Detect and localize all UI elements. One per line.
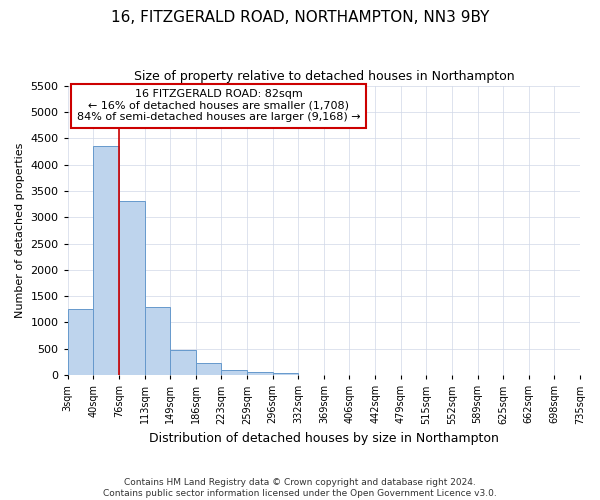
X-axis label: Distribution of detached houses by size in Northampton: Distribution of detached houses by size … bbox=[149, 432, 499, 445]
Bar bbox=[119, 202, 145, 375]
Title: Size of property relative to detached houses in Northampton: Size of property relative to detached ho… bbox=[134, 70, 514, 83]
Bar bbox=[145, 306, 170, 375]
Bar bbox=[221, 370, 247, 375]
Bar bbox=[196, 363, 221, 375]
Text: Contains HM Land Registry data © Crown copyright and database right 2024.
Contai: Contains HM Land Registry data © Crown c… bbox=[103, 478, 497, 498]
Y-axis label: Number of detached properties: Number of detached properties bbox=[15, 142, 25, 318]
Text: 16, FITZGERALD ROAD, NORTHAMPTON, NN3 9BY: 16, FITZGERALD ROAD, NORTHAMPTON, NN3 9B… bbox=[111, 10, 489, 25]
Bar bbox=[94, 146, 119, 375]
Bar bbox=[68, 309, 94, 375]
Bar bbox=[272, 372, 298, 375]
Bar bbox=[170, 350, 196, 375]
Bar bbox=[247, 372, 272, 375]
Text: 16 FITZGERALD ROAD: 82sqm
← 16% of detached houses are smaller (1,708)
84% of se: 16 FITZGERALD ROAD: 82sqm ← 16% of detac… bbox=[77, 89, 361, 122]
